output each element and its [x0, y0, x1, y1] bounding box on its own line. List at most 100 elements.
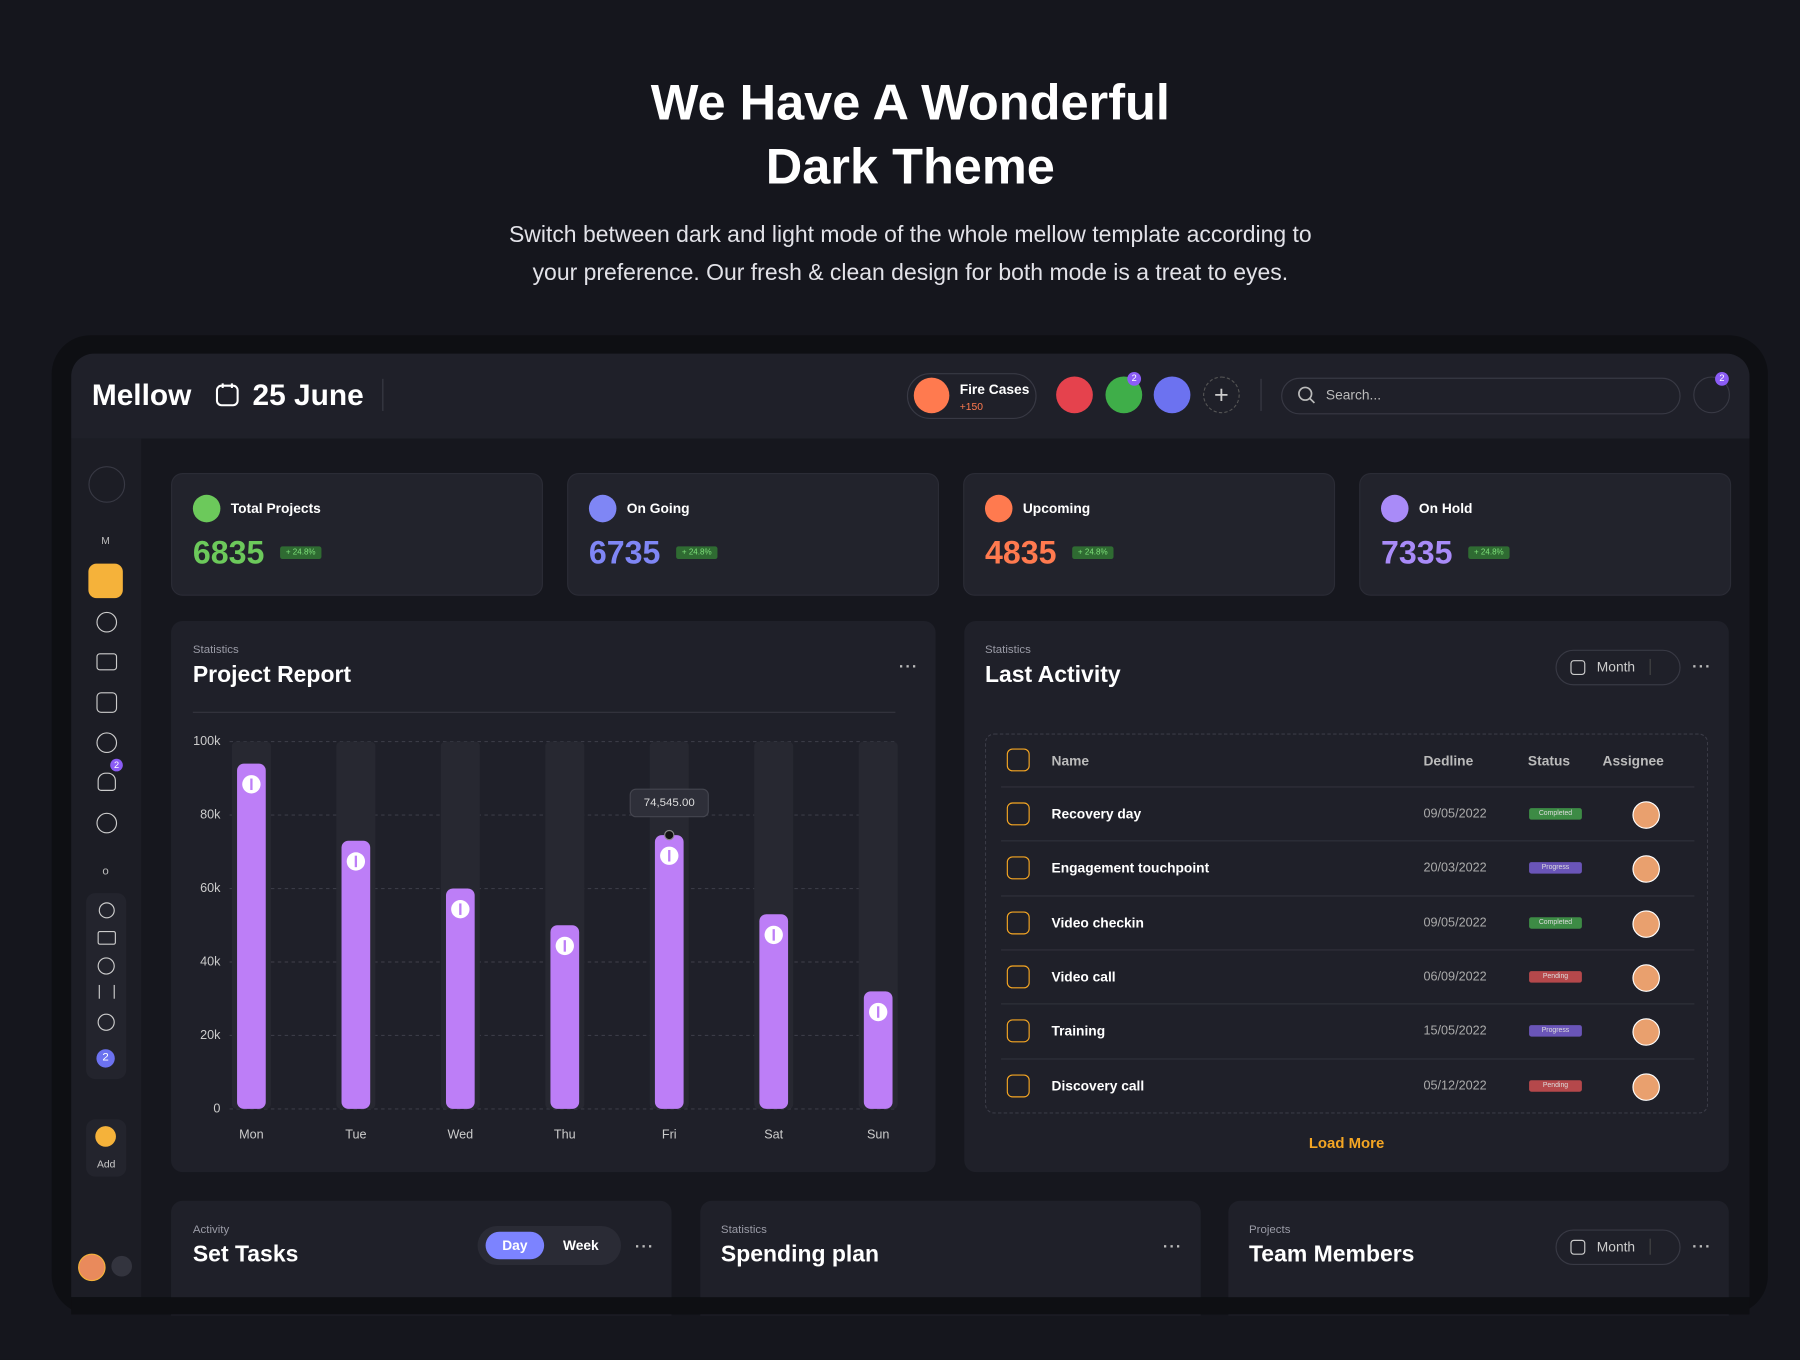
hero-subtitle-line: Switch between dark and light mode of th… — [508, 222, 1312, 248]
bar — [341, 840, 371, 1109]
filter-label: Month — [1596, 1238, 1636, 1255]
card-title: Last Activity — [984, 662, 1121, 688]
y-tick-label: 100k — [193, 734, 221, 748]
more-menu[interactable]: ··· — [1162, 1236, 1183, 1255]
row-divider — [1001, 949, 1695, 951]
x-tick-label: Fri — [662, 1128, 677, 1142]
globe-button[interactable] — [1153, 376, 1191, 414]
sidebar-user[interactable] — [96, 812, 118, 834]
tooltip — [629, 788, 709, 818]
deadline: 09/05/2022 — [1423, 807, 1487, 821]
search-box[interactable] — [1281, 377, 1681, 415]
fire-icon — [913, 377, 950, 414]
checkbox[interactable] — [1006, 802, 1030, 826]
checkbox[interactable] — [1006, 965, 1030, 989]
sidebar-bell[interactable] — [97, 772, 116, 791]
frame-bottom — [71, 1297, 1750, 1315]
filter-dropdown[interactable] — [1555, 1229, 1681, 1266]
more-menu[interactable]: ··· — [634, 1236, 655, 1255]
bar — [863, 991, 893, 1109]
team-members-card — [1228, 1200, 1729, 1316]
x-tick-label: Sat — [764, 1128, 783, 1142]
y-tick-label: 20k — [200, 1028, 221, 1042]
status-pill: Progress — [1529, 1025, 1582, 1037]
add-button[interactable]: + — [1203, 376, 1240, 414]
bar-icon-glyph — [668, 850, 671, 862]
tooltip-dot — [664, 829, 675, 841]
hero-subtitle-line: your preference. Our fresh & clean desig… — [532, 260, 1289, 286]
sidebar-profile[interactable] — [97, 1013, 115, 1031]
column-header: Name — [1051, 753, 1090, 770]
sidebar-settings[interactable] — [98, 902, 115, 919]
sidebar-calendar[interactable] — [96, 692, 118, 713]
checkbox[interactable] — [1006, 1019, 1030, 1043]
load-more[interactable]: Load More — [1308, 1134, 1385, 1152]
card-kicker: Statistics — [192, 644, 239, 657]
sidebar-sort[interactable] — [98, 984, 115, 999]
y-tick-label: 0 — [213, 1101, 220, 1115]
row-divider — [1001, 1057, 1695, 1059]
card-title: Team Members — [1248, 1242, 1415, 1268]
deadline: 06/09/2022 — [1423, 969, 1487, 984]
search-placeholder: Search... — [1325, 386, 1382, 403]
sidebar-search[interactable] — [88, 466, 126, 503]
spending-plan-card — [700, 1200, 1201, 1316]
sidebar-badge: 2 — [110, 758, 123, 772]
stat-change: + 24.8% — [1072, 546, 1114, 560]
card-title: Project Report — [192, 662, 352, 688]
status-pill: Completed — [1529, 808, 1582, 820]
x-tick-label: Wed — [447, 1128, 473, 1142]
notification-button[interactable] — [1693, 376, 1730, 414]
fire-cases-chip[interactable] — [906, 373, 1037, 420]
checkbox[interactable] — [1006, 856, 1030, 880]
filter-label: Month — [1596, 658, 1636, 676]
task-name: Video call — [1051, 968, 1116, 985]
x-tick-label: Thu — [554, 1128, 576, 1142]
assignee-avatar — [1632, 909, 1660, 938]
row-divider — [1001, 786, 1695, 788]
filter-dropdown[interactable] — [1555, 649, 1681, 686]
tab-active[interactable]: Day — [485, 1231, 545, 1260]
checkbox[interactable] — [1006, 748, 1030, 772]
logout-button[interactable] — [111, 1255, 133, 1277]
x-tick-label: Tue — [345, 1128, 366, 1142]
hero-subtitle: Switch between dark and light mode of th… — [0, 217, 1800, 293]
mail-badge: 2 — [1127, 371, 1142, 386]
row-divider — [1001, 1003, 1695, 1005]
more-menu[interactable]: ··· — [1692, 656, 1712, 676]
sidebar-cart[interactable] — [97, 930, 116, 945]
assignee-avatar — [1632, 1072, 1660, 1101]
sidebar-mail[interactable] — [96, 653, 118, 671]
status-pill: Pending — [1529, 971, 1582, 983]
sidebar-home[interactable] — [88, 563, 123, 599]
sidebar-palette[interactable] — [96, 611, 118, 633]
sidebar-chart[interactable] — [96, 732, 118, 754]
stat-card — [567, 472, 940, 596]
task-name: Training — [1051, 1023, 1106, 1040]
tab[interactable]: Week — [562, 1237, 599, 1254]
x-tick-label: Sun — [867, 1128, 889, 1142]
checkbox[interactable] — [1006, 911, 1030, 934]
search-icon — [1298, 386, 1316, 404]
hero-title-line: Dark Theme — [765, 138, 1055, 196]
status-pill: Completed — [1529, 916, 1582, 929]
assignee-avatar — [1632, 801, 1660, 829]
bar-icon-glyph — [459, 903, 462, 915]
sidebar-globe[interactable] — [97, 957, 115, 975]
bar-icon-glyph — [563, 940, 566, 952]
task-name: Engagement touchpoint — [1051, 860, 1210, 877]
bar — [759, 914, 789, 1109]
more-menu[interactable]: ··· — [1692, 1236, 1712, 1255]
hero-title-line: We Have A Wonderful — [650, 74, 1170, 131]
column-header: Status — [1527, 753, 1571, 770]
checkbox[interactable] — [1006, 1073, 1030, 1097]
calendar-icon — [215, 383, 239, 407]
card-kicker: Projects — [1248, 1223, 1291, 1237]
user-avatar[interactable] — [78, 1253, 106, 1282]
row-divider — [1001, 840, 1695, 842]
car-button[interactable] — [1056, 376, 1093, 414]
stat-label: Upcoming — [1022, 500, 1091, 517]
more-menu[interactable]: ··· — [898, 656, 919, 676]
